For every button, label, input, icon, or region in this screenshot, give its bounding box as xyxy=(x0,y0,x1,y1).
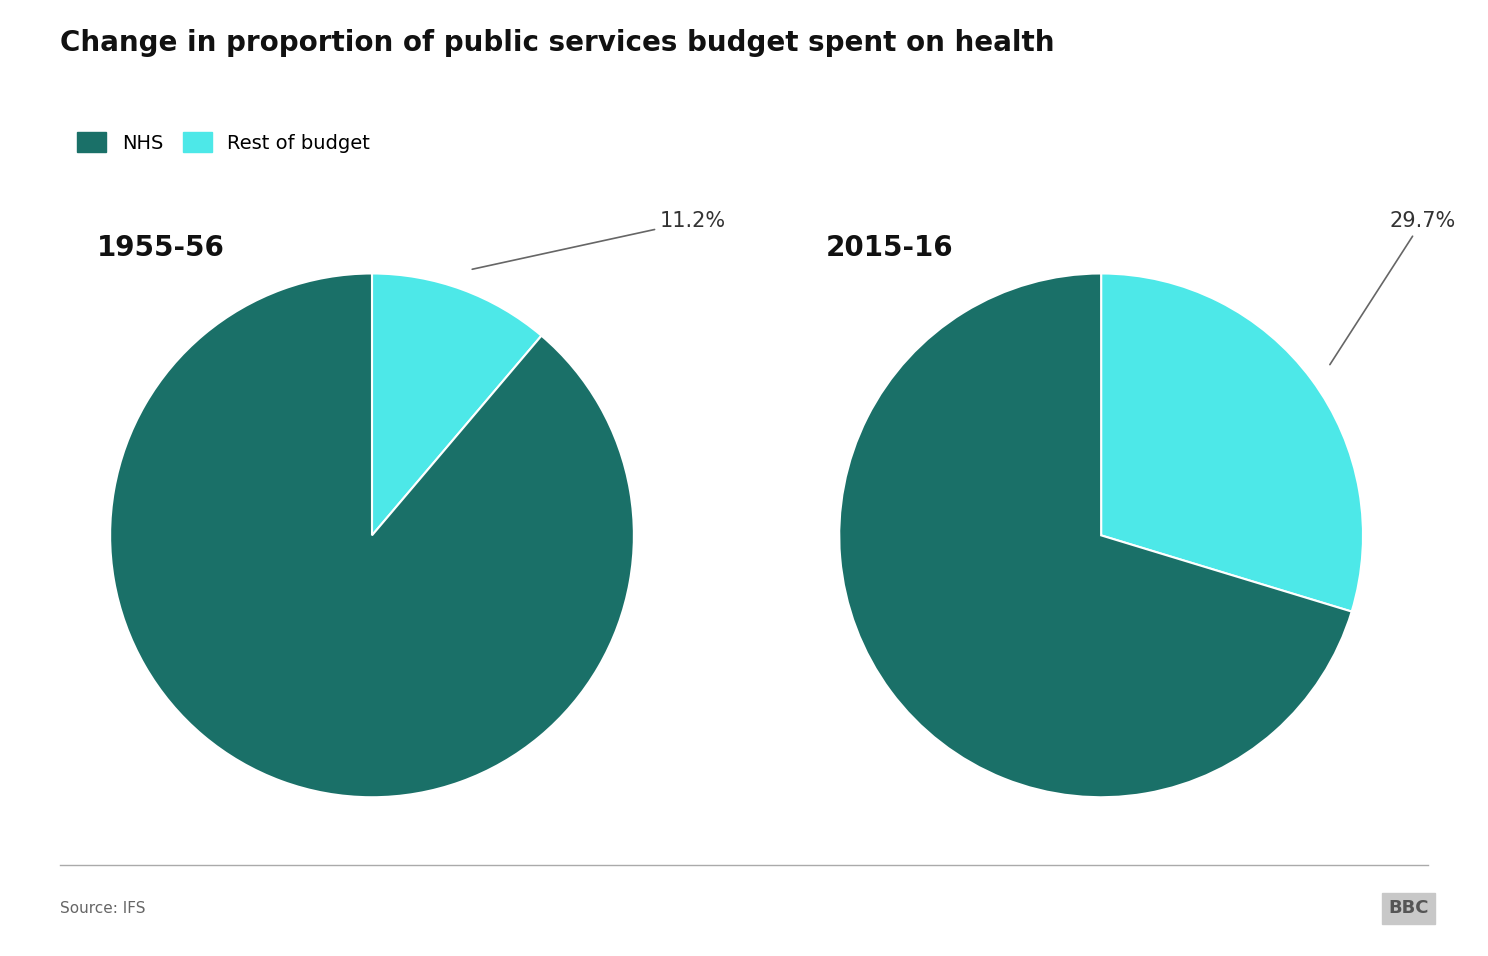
Text: 1955-56: 1955-56 xyxy=(97,234,225,262)
Wedge shape xyxy=(1101,273,1363,612)
Wedge shape xyxy=(839,273,1351,797)
Text: 11.2%: 11.2% xyxy=(472,211,726,270)
Text: Source: IFS: Source: IFS xyxy=(60,901,144,916)
Text: 2015-16: 2015-16 xyxy=(826,234,954,262)
Text: BBC: BBC xyxy=(1388,900,1428,917)
Wedge shape xyxy=(372,273,542,535)
Legend: NHS, Rest of budget: NHS, Rest of budget xyxy=(70,124,378,161)
Text: 29.7%: 29.7% xyxy=(1330,211,1455,364)
Text: Change in proportion of public services budget spent on health: Change in proportion of public services … xyxy=(60,29,1054,56)
Wedge shape xyxy=(110,273,634,797)
